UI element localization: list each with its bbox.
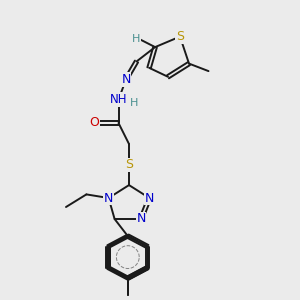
Text: H: H — [132, 34, 141, 44]
Text: N: N — [121, 73, 131, 86]
Text: O: O — [89, 116, 99, 130]
Text: NH: NH — [110, 93, 127, 106]
Text: N: N — [104, 191, 113, 205]
Text: N: N — [136, 212, 146, 226]
Text: H: H — [130, 98, 139, 108]
Text: S: S — [125, 158, 133, 172]
Text: N: N — [145, 191, 154, 205]
Text: S: S — [176, 30, 184, 43]
